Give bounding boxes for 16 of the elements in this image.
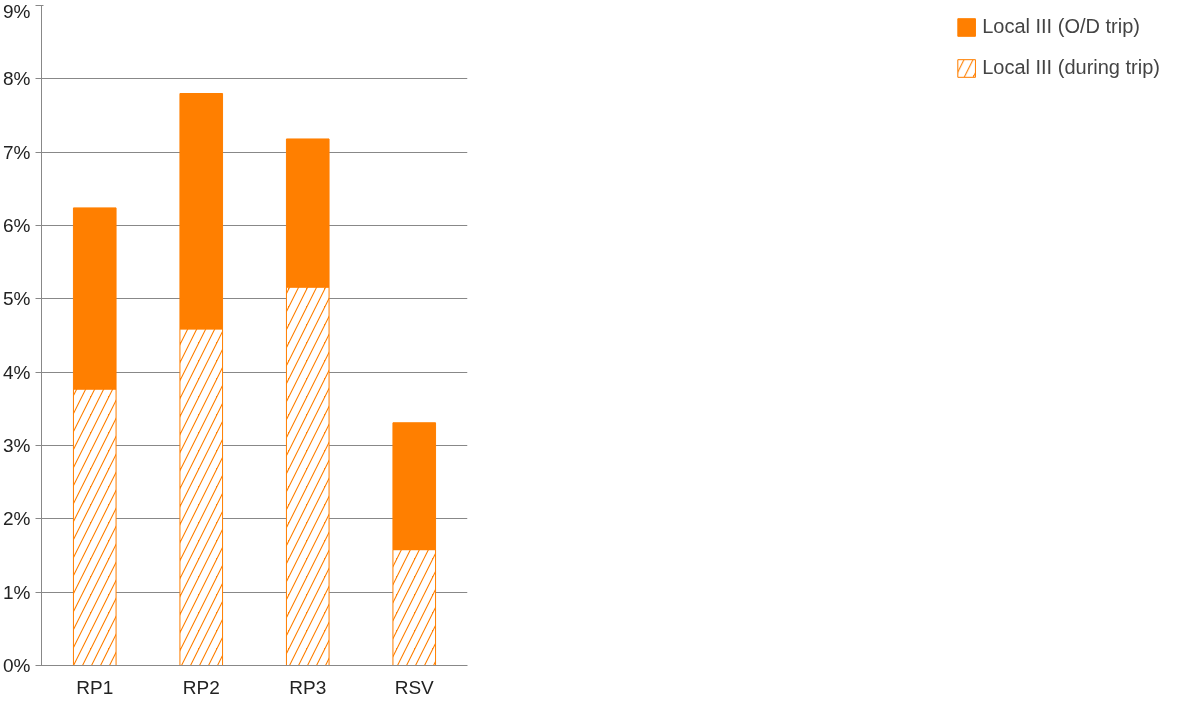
y-tick-label: 5% bbox=[3, 288, 31, 310]
x-tick-label: RP1 bbox=[76, 676, 114, 698]
y-tick-label: 2% bbox=[3, 508, 31, 530]
y-tick-label: 0% bbox=[3, 655, 31, 676]
y-tick-label: 7% bbox=[3, 141, 31, 163]
y-tick-label: 6% bbox=[3, 215, 31, 236]
x-tick-label: RP2 bbox=[182, 676, 220, 698]
legend-label: Local III (O/D trip) bbox=[982, 15, 1140, 38]
y-tick-label: 4% bbox=[3, 361, 31, 383]
y-tick-label: 1% bbox=[3, 581, 31, 603]
x-tick-label: RP3 bbox=[289, 676, 327, 698]
x-tick-label: RSV bbox=[394, 676, 435, 698]
y-tick-label: 9% bbox=[3, 0, 31, 22]
y-tick-label: 3% bbox=[3, 435, 31, 456]
y-tick-label: 8% bbox=[3, 68, 31, 90]
legend-label: Local III (during trip) bbox=[982, 56, 1160, 79]
